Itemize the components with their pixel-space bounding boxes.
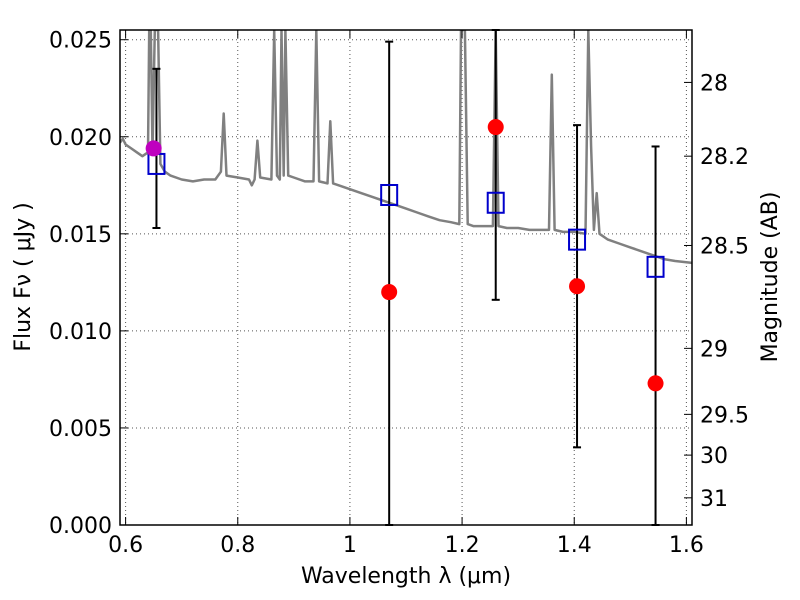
spectrum-line xyxy=(120,30,692,265)
observed-point-marker xyxy=(647,375,664,392)
model-box-marker xyxy=(568,228,587,251)
y-tick-label: 0.025 xyxy=(49,29,112,54)
errorbars xyxy=(152,29,660,526)
x-tick-label: 1 xyxy=(343,533,357,558)
x-tick-label: 0.6 xyxy=(108,533,143,558)
right-tick-label: 28 xyxy=(700,71,728,96)
y-tick-label: 0.020 xyxy=(49,126,112,151)
x-axis-label: Wavelength λ (μm) xyxy=(301,564,511,589)
x-tick-label: 1.6 xyxy=(669,533,704,558)
right-tick-label: 29 xyxy=(700,337,728,362)
model-box-marker xyxy=(486,191,505,214)
right-tick-label: 31 xyxy=(700,487,728,512)
model-box-marker xyxy=(646,255,665,278)
y-axis-label-left: Flux Fν ( μJy ) xyxy=(11,202,36,351)
right-tick-label: 29.5 xyxy=(700,403,749,428)
ticks: 0.6 0.8 1 1.2 1.4 1.6 0.000 0.005 0.010 0.015 0.02… xyxy=(49,29,749,558)
x-tick-label: 1.4 xyxy=(557,533,592,558)
y-tick-label: 0.005 xyxy=(49,417,112,442)
grid xyxy=(120,30,692,526)
y-tick-label: 0.010 xyxy=(49,320,112,345)
x-tick-label: 0.8 xyxy=(220,533,255,558)
y-tick-label: 0.015 xyxy=(49,223,112,248)
markers xyxy=(145,119,665,392)
x-tick-label: 1.2 xyxy=(445,533,480,558)
highlight-point-marker xyxy=(145,140,162,157)
plot-frame xyxy=(119,29,693,526)
observed-point-marker xyxy=(487,119,504,136)
right-tick-label: 28.5 xyxy=(700,234,749,259)
observed-point-marker xyxy=(381,284,398,301)
y-axis-label-right: Magnitude (AB) xyxy=(758,192,783,363)
spectrum-series xyxy=(120,30,692,265)
right-tick-label: 28.2 xyxy=(700,145,749,170)
y-tick-label: 0.000 xyxy=(49,514,112,539)
model-box-marker xyxy=(380,184,399,206)
right-tick-label: 30 xyxy=(700,444,728,469)
observed-point-marker xyxy=(569,278,586,295)
